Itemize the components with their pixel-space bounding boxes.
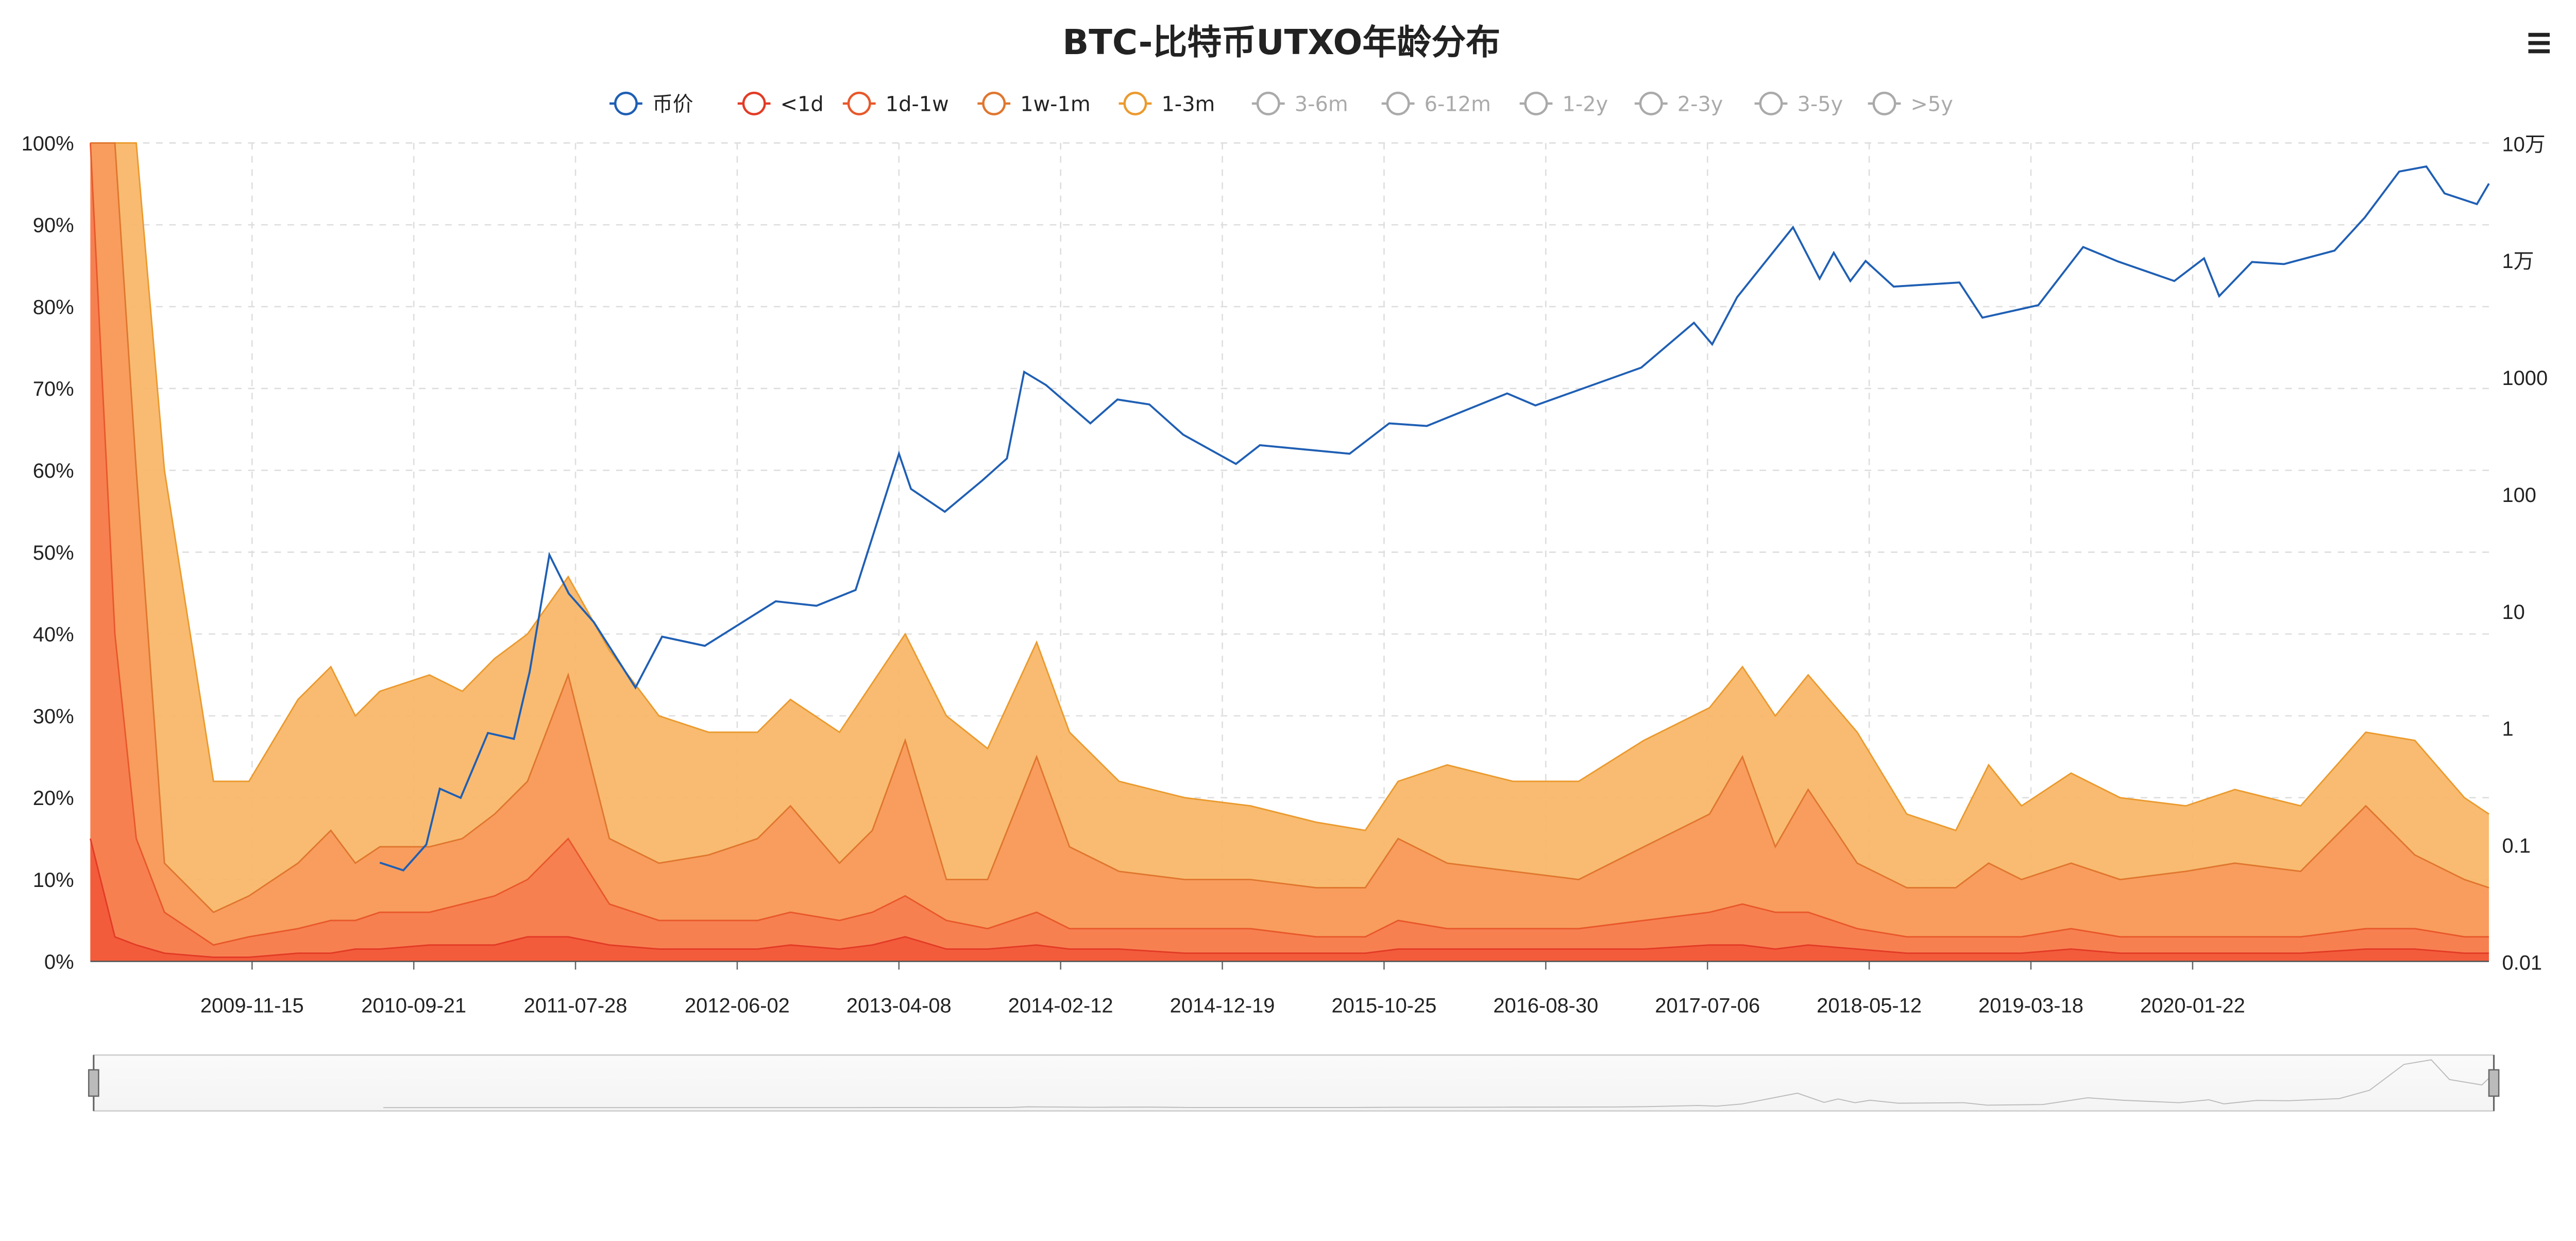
legend-item-6-12m[interactable]: 6-12m xyxy=(1381,91,1491,116)
legend-label: 2-3y xyxy=(1677,92,1723,116)
x-axis-tick-label: 2020-01-22 xyxy=(2140,994,2245,1017)
x-axis-tick-label: 2010-09-21 xyxy=(361,994,466,1017)
legend-circle-icon xyxy=(614,91,638,115)
chart-title: BTC-比特币UTXO年龄分布 xyxy=(1062,22,1500,62)
x-axis-tick-label: 2016-08-30 xyxy=(1493,994,1598,1017)
legend-circle-icon xyxy=(1386,91,1410,115)
legend-item-1-3m[interactable]: 1-3m xyxy=(1118,91,1215,116)
price-line xyxy=(379,165,2490,871)
right-axis-tick-label: 10万 xyxy=(2502,133,2545,156)
x-axis-tick-label: 2011-07-28 xyxy=(524,994,628,1017)
legend-item-1w-1m[interactable]: 1w-1m xyxy=(977,91,1091,116)
x-axis-tick-label: 2009-11-15 xyxy=(200,994,304,1017)
legend-item-2-3y[interactable]: 2-3y xyxy=(1634,91,1723,116)
legend-circle-icon xyxy=(982,91,1006,115)
handle-grip-icon xyxy=(88,1069,99,1097)
legend-label: >5y xyxy=(1911,92,1953,116)
legend-circle-icon xyxy=(1872,91,1896,115)
legend-label: 1-3m xyxy=(1161,92,1215,116)
x-axis-tick-label: 2013-04-08 xyxy=(846,994,952,1017)
legend-label: 3-5y xyxy=(1798,92,1843,116)
handle-grip-icon xyxy=(2488,1069,2500,1097)
legend-circle-icon xyxy=(1123,91,1147,115)
left-axis-tick-label: 70% xyxy=(33,378,74,400)
left-axis-tick-label: 20% xyxy=(33,787,74,810)
zoom-preview-line xyxy=(383,1059,2495,1109)
legend-item-1d-1w[interactable]: 1d-1w xyxy=(842,91,949,116)
right-axis-tick-label: 1000 xyxy=(2502,367,2548,390)
legend-label: <1d xyxy=(781,92,824,116)
area-line-1-3m xyxy=(90,142,2489,832)
area-1w-1m xyxy=(90,143,2489,962)
data-zoom-slider[interactable] xyxy=(88,1054,2500,1112)
legend-circle-icon xyxy=(1524,91,1548,115)
x-axis-tick-label: 2018-05-12 xyxy=(1817,994,1922,1017)
axes: 0% 10% 20% 30% 40% 50% 60% 70% 80% 90% 100% 0.01 0.1… xyxy=(22,132,2548,1017)
area-line-1d-1w xyxy=(89,143,2489,946)
x-axis-tick-label: 2014-12-19 xyxy=(1170,994,1275,1017)
left-axis-tick-label: 50% xyxy=(33,542,74,564)
zoom-track xyxy=(93,1054,2495,1112)
legend-circle-icon xyxy=(1256,91,1280,115)
legend-item-币价[interactable]: 币价 xyxy=(609,91,693,116)
legend-circle-icon xyxy=(1639,91,1663,115)
area-line-<1d xyxy=(90,838,2489,958)
legend-label: 3-6m xyxy=(1295,92,1348,116)
legend-label: 1d-1w xyxy=(886,92,949,116)
right-axis-tick-label: 10 xyxy=(2502,601,2524,624)
utxo-age-chart: BTC-比特币UTXO年龄分布 币价 <1d 1d-1w 1w-1m 1-3m 3-6m 6… xyxy=(22,22,2550,1112)
left-axis-tick-label: 10% xyxy=(33,869,74,892)
x-axis-tick-label: 2015-10-25 xyxy=(1332,994,1437,1017)
left-axis-tick-label: 100% xyxy=(22,132,74,155)
right-axis-tick-label: 0.1 xyxy=(2502,835,2530,858)
legend-item-3-5y[interactable]: 3-5y xyxy=(1754,91,1843,116)
left-axis-tick-label: 30% xyxy=(33,705,74,728)
x-axis-tick-label: 2012-06-02 xyxy=(685,994,790,1017)
right-axis-tick-label: 100 xyxy=(2502,484,2536,507)
legend-label: 1w-1m xyxy=(1020,92,1090,116)
legend-label: 1-2y xyxy=(1563,92,1608,116)
legend-label: 币价 xyxy=(652,92,693,116)
zoom-handle-right[interactable] xyxy=(2488,1055,2500,1111)
left-axis-tick-label: 60% xyxy=(33,460,74,482)
x-axis-tick-label: 2014-02-12 xyxy=(1008,994,1113,1017)
left-axis-tick-label: 90% xyxy=(33,214,74,237)
right-axis-tick-label: 1 xyxy=(2502,718,2513,741)
legend: 币价 <1d 1d-1w 1w-1m 1-3m 3-6m 6-12m 1-2y 2-3y 3-5y… xyxy=(609,91,1953,116)
area-1-3m xyxy=(90,143,2489,962)
x-axis-tick-label: 2019-03-18 xyxy=(1978,994,2083,1017)
left-axis-tick-label: 80% xyxy=(33,296,74,318)
hamburger-menu-icon[interactable] xyxy=(2528,32,2550,54)
legend-circle-icon xyxy=(847,91,871,115)
area-line-1w-1m xyxy=(90,142,2489,913)
left-axis-tick-label: 40% xyxy=(33,624,74,646)
legend-item-3-6m[interactable]: 3-6m xyxy=(1251,91,1348,116)
legend-label: 6-12m xyxy=(1425,92,1491,116)
legend-circle-icon xyxy=(1759,91,1783,115)
x-axis-tick-label: 2017-07-06 xyxy=(1655,994,1760,1017)
left-axis-tick-label: 0% xyxy=(44,951,74,974)
legend-circle-icon xyxy=(742,91,766,115)
legend-item-1-2y[interactable]: 1-2y xyxy=(1519,91,1608,116)
legend-item->5y[interactable]: >5y xyxy=(1868,91,1953,116)
right-axis-tick-label: 0.01 xyxy=(2502,951,2542,974)
stacked-areas xyxy=(89,142,2489,962)
price-line-layer xyxy=(379,165,2490,871)
zoom-handle-left[interactable] xyxy=(88,1055,99,1111)
right-axis-tick-label: 1万 xyxy=(2502,250,2534,273)
legend-item-<1d[interactable]: <1d xyxy=(737,91,824,116)
